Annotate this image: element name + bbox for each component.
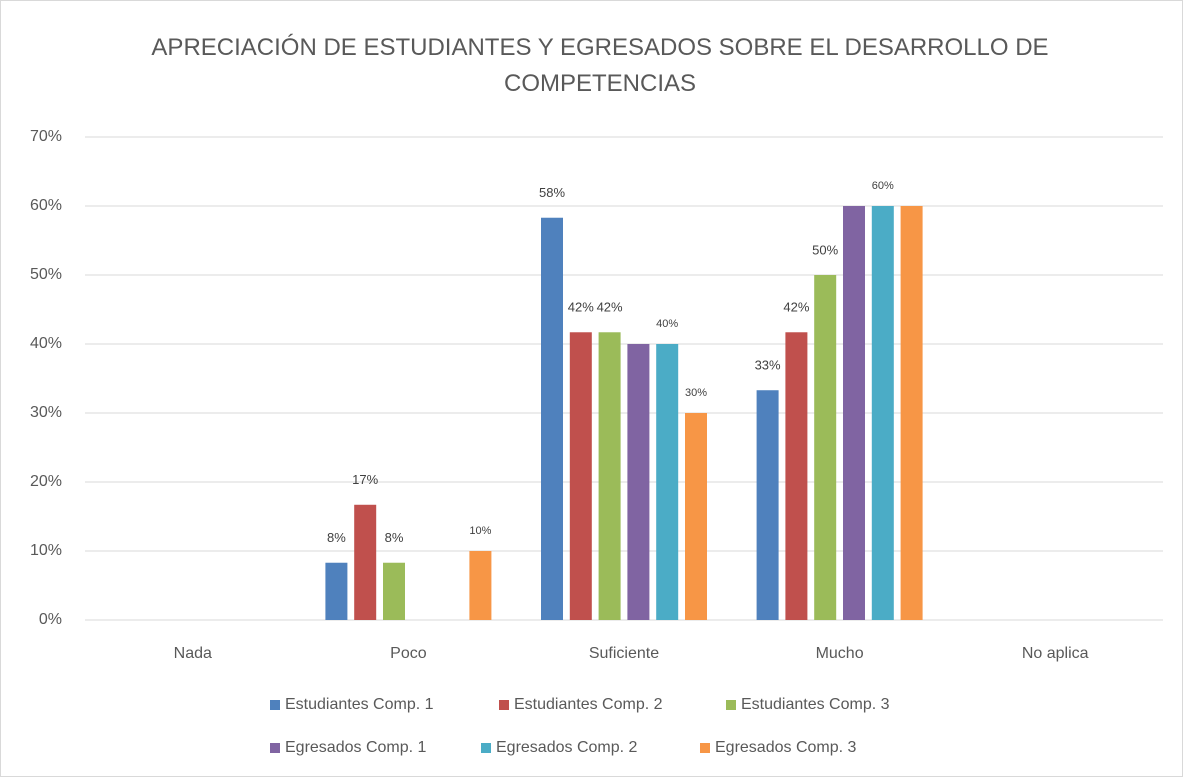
bar bbox=[354, 504, 377, 620]
bar bbox=[785, 332, 808, 620]
y-tick-label: 70% bbox=[30, 128, 62, 145]
bar bbox=[814, 275, 837, 620]
x-tick-label: Poco bbox=[390, 645, 427, 662]
data-label: 42% bbox=[597, 300, 623, 315]
data-label: 8% bbox=[327, 530, 346, 545]
legend-label: Estudiantes Comp. 1 bbox=[285, 696, 434, 713]
data-label: 30% bbox=[685, 387, 707, 399]
data-label: 42% bbox=[568, 300, 594, 315]
bar bbox=[598, 332, 621, 620]
legend-label: Estudiantes Comp. 2 bbox=[514, 696, 663, 713]
legend-swatch bbox=[270, 743, 280, 753]
bar bbox=[469, 551, 492, 620]
data-label: 42% bbox=[783, 300, 809, 315]
data-label: 58% bbox=[539, 185, 565, 200]
legend-label: Egresados Comp. 1 bbox=[285, 739, 427, 756]
y-tick-label: 20% bbox=[30, 473, 62, 490]
data-label: 60% bbox=[872, 180, 894, 192]
y-tick-label: 30% bbox=[30, 404, 62, 421]
chart-title: APRECIACIÓN DE ESTUDIANTES Y EGRESADOS S… bbox=[151, 34, 1049, 97]
x-tick-label: Suficiente bbox=[589, 645, 659, 662]
x-tick-label: Mucho bbox=[816, 645, 864, 662]
legend-swatch bbox=[499, 700, 509, 710]
bar bbox=[843, 206, 865, 620]
y-tick-label: 50% bbox=[30, 266, 62, 283]
legend-swatch bbox=[270, 700, 280, 710]
legend-swatch bbox=[726, 700, 736, 710]
bar bbox=[325, 562, 348, 620]
data-label: 8% bbox=[385, 530, 404, 545]
y-tick-label: 40% bbox=[30, 335, 62, 352]
bar bbox=[871, 206, 894, 620]
bar bbox=[541, 217, 563, 621]
x-tick-label: Nada bbox=[174, 645, 212, 662]
y-tick-label: 10% bbox=[30, 542, 62, 559]
bar bbox=[756, 390, 779, 620]
bar bbox=[685, 413, 707, 620]
bar bbox=[383, 562, 405, 620]
legend-swatch bbox=[481, 743, 491, 753]
data-label: 10% bbox=[469, 525, 491, 537]
data-label: 50% bbox=[812, 242, 838, 257]
legend-label: Egresados Comp. 2 bbox=[496, 739, 638, 756]
bar bbox=[656, 344, 679, 620]
x-tick-label: No aplica bbox=[1022, 645, 1089, 662]
y-tick-label: 60% bbox=[30, 197, 62, 214]
legend-swatch bbox=[700, 743, 710, 753]
legend-label: Estudiantes Comp. 3 bbox=[741, 696, 890, 713]
y-tick-label: 0% bbox=[39, 611, 62, 628]
bar bbox=[569, 332, 592, 620]
data-label: 17% bbox=[352, 472, 378, 487]
bar bbox=[900, 206, 923, 620]
legend-label: Egresados Comp. 3 bbox=[715, 739, 857, 756]
bar bbox=[627, 344, 650, 620]
data-label: 33% bbox=[755, 358, 781, 373]
data-label: 40% bbox=[656, 318, 678, 330]
